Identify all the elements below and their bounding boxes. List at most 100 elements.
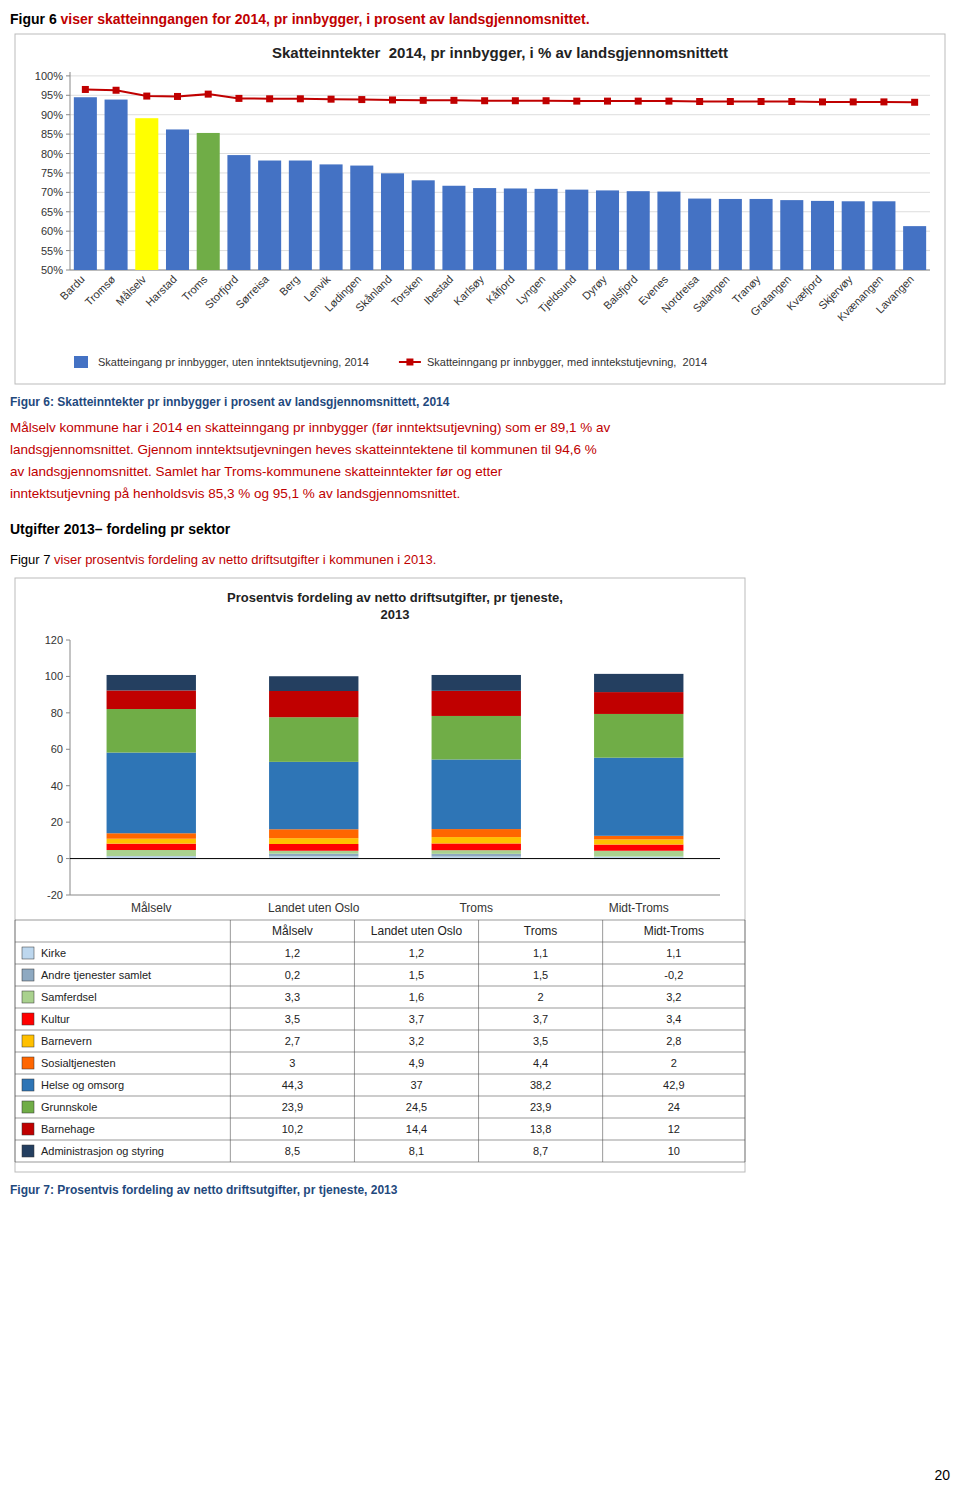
category-label: Troms — [459, 901, 493, 915]
table-header: Målselv — [272, 924, 313, 938]
table-rule — [478, 920, 479, 1162]
tick-mark — [66, 640, 70, 641]
tick-mark — [66, 211, 70, 212]
marker — [665, 98, 672, 105]
data-label: 13,8 — [530, 1123, 551, 1135]
data-label: 0,2 — [285, 969, 300, 981]
plot-marks — [107, 674, 684, 859]
bar — [105, 100, 128, 270]
data-label: 2 — [671, 1057, 677, 1069]
legend-label: Barnehage — [41, 1123, 95, 1135]
bar — [627, 191, 650, 270]
tick-label: 85% — [41, 128, 63, 140]
table-rule — [602, 920, 603, 1162]
legend-label: Andre tjenester samlet — [41, 969, 151, 981]
table-rule — [15, 986, 745, 987]
tick-label: 70% — [41, 186, 63, 198]
tick-mark — [66, 858, 70, 859]
bar — [657, 192, 680, 270]
bar-segment — [432, 850, 521, 854]
bar-segment — [432, 716, 521, 760]
bar-segment — [269, 844, 358, 851]
marker — [328, 96, 335, 103]
tick-label: 75% — [41, 167, 63, 179]
category-label: Ibestad — [421, 273, 455, 307]
chart-frame — [15, 578, 745, 1172]
bar-segment — [594, 692, 683, 714]
data-label: 1,2 — [285, 947, 300, 959]
category-label: Gratangen — [748, 273, 793, 318]
bar — [535, 189, 558, 270]
category-label: Kåfjord — [484, 273, 517, 306]
tick-mark — [66, 676, 70, 677]
tick-mark — [66, 749, 70, 750]
bar — [197, 133, 220, 270]
marker — [758, 98, 765, 105]
zero-line — [70, 858, 720, 859]
data-label: 14,4 — [406, 1123, 427, 1135]
legend-swatch — [22, 1123, 34, 1135]
bar — [504, 188, 527, 270]
tick-mark — [66, 192, 70, 193]
category-label: Balsfjord — [601, 273, 640, 312]
text-line: Figur 6 viser skatteinngangen for 2014, … — [10, 11, 590, 27]
bar-segment — [107, 850, 196, 856]
tick-mark — [66, 134, 70, 135]
marker — [788, 98, 795, 105]
data-label: 2 — [538, 991, 544, 1003]
bar — [258, 161, 281, 270]
category-label: Midt-Troms — [609, 901, 669, 915]
chart-title: Skatteinntekter 2014, pr innbygger, i % … — [272, 44, 728, 61]
data-label: 3,3 — [285, 991, 300, 1003]
tick-label: 100% — [35, 70, 63, 82]
marker — [143, 93, 150, 100]
category-label: Målselv — [131, 901, 172, 915]
plot-marks — [74, 86, 926, 270]
text-body: viser skatteinngangen for 2014, pr innby… — [61, 11, 590, 27]
data-label: 3,5 — [533, 1035, 548, 1047]
category-label: Bardu — [58, 273, 87, 302]
text-lead: Figur 6: — [10, 395, 57, 409]
bar — [903, 226, 926, 270]
bar — [596, 190, 619, 270]
data-label: 12 — [668, 1123, 680, 1135]
marker — [850, 98, 857, 105]
data-label: 23,9 — [282, 1101, 303, 1113]
marker — [389, 96, 396, 103]
tick-mark — [66, 153, 70, 154]
bar — [750, 199, 773, 270]
legend-label: Kirke — [41, 947, 66, 959]
marker — [266, 95, 273, 102]
tick-label: 55% — [41, 245, 63, 257]
bar-segment — [107, 833, 196, 838]
text-line: Figur 7 viser prosentvis fordeling av ne… — [10, 552, 436, 567]
legend-label: Administrasjon og styring — [41, 1145, 164, 1157]
data-label: 8,7 — [533, 1145, 548, 1157]
data-label: 3,7 — [533, 1013, 548, 1025]
bar-segment — [269, 691, 358, 717]
tick-label: 80% — [41, 148, 63, 160]
bar-segment — [432, 837, 521, 843]
data-label: 1,1 — [666, 947, 681, 959]
table-rule — [15, 1074, 745, 1075]
tick-mark — [66, 785, 70, 786]
category-label: Karlsøy — [451, 273, 486, 308]
legend-label: Skatteingang pr innbygger, uten inntekts… — [98, 356, 369, 368]
tick-label: 50% — [41, 264, 63, 276]
bar-segment — [107, 709, 196, 753]
bar — [842, 201, 865, 270]
tick-label: 90% — [41, 109, 63, 121]
tick-mark — [66, 822, 70, 823]
category-label: Dyrøy — [580, 273, 610, 303]
data-label: 24 — [668, 1101, 680, 1113]
tick-label: 100 — [45, 670, 63, 682]
data-label: 3 — [289, 1057, 295, 1069]
bar-segment — [432, 854, 521, 857]
category-label: Tromsø — [82, 273, 117, 308]
text-lead: Figur 7: — [10, 1183, 57, 1197]
table-rule — [15, 1008, 745, 1009]
data-label: 2,7 — [285, 1035, 300, 1047]
legend-label: Skatteinngang pr innbygger, med inntekst… — [427, 356, 707, 368]
data-label: 37 — [410, 1079, 422, 1091]
legend-label: Barnevern — [41, 1035, 92, 1047]
